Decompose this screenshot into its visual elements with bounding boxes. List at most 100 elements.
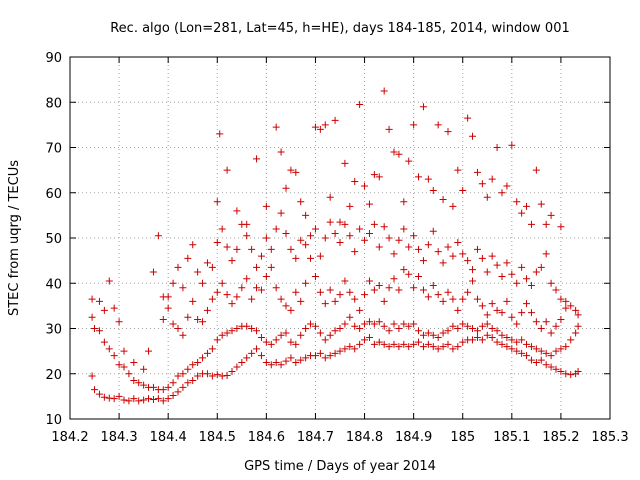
data-point [557,295,565,303]
data-point [527,282,535,290]
data-point [174,388,182,396]
data-point [380,322,388,330]
data-point [331,327,339,335]
data-point [326,286,334,294]
data-point [405,343,413,351]
data-point [518,263,526,271]
data-point [375,282,383,290]
data-point [478,336,486,344]
data-point [459,320,467,328]
data-point [356,340,364,348]
data-point [223,329,231,337]
x-tick-label: 184.3 [100,430,137,445]
data-point [115,392,123,400]
data-point [316,329,324,337]
data-point [513,347,521,355]
data-point [292,288,300,296]
data-point [149,396,157,404]
data-point [365,277,373,285]
data-point [365,334,373,342]
data-point [248,349,256,357]
data-point [370,220,378,228]
data-point [473,245,481,253]
data-point [508,270,516,278]
data-point [346,202,354,210]
x-tick-label: 185 [450,430,475,445]
data-point [395,343,403,351]
data-point [419,331,427,339]
data-point [415,327,423,335]
data-point [518,209,526,217]
data-point [454,239,462,247]
data-point [311,352,319,360]
data-point [316,349,324,357]
data-point [223,166,231,174]
data-point [508,345,516,353]
data-point [424,175,432,183]
data-point [547,279,555,287]
data-point [532,318,540,326]
data-point [174,325,182,332]
data-point [527,343,535,351]
data-point [238,358,246,366]
data-point [385,125,393,133]
data-point [326,218,334,226]
data-point [164,293,172,301]
data-point [365,318,373,326]
x-axis-label: GPS time / Days of year 2014 [244,459,436,474]
data-point [341,277,349,285]
data-point [302,325,310,332]
data-point [508,336,516,344]
data-point [439,329,447,337]
data-point [483,193,491,201]
data-point [218,279,226,287]
data-point [287,338,295,346]
data-point [105,277,113,285]
data-point [415,272,423,280]
data-point [562,297,570,305]
data-point [321,336,329,344]
data-point [341,220,349,228]
data-point [213,371,221,379]
data-point [415,338,423,346]
data-point [272,123,280,131]
data-point [277,209,285,217]
data-point [208,295,216,303]
data-point [478,254,486,262]
data-point [243,220,251,228]
data-point [253,345,261,353]
y-tick-label: 30 [45,323,62,338]
data-point [523,202,531,210]
data-point [248,325,256,332]
data-point [287,166,295,174]
data-point [552,347,560,355]
data-point [429,282,437,290]
data-point [189,297,197,305]
data-point [341,320,349,328]
data-point [297,331,305,339]
data-point [439,196,447,204]
data-point [311,123,319,131]
data-point [370,340,378,348]
data-point [243,232,251,240]
data-point [282,329,290,337]
data-point [91,386,99,394]
data-point [449,345,457,353]
data-point [331,349,339,357]
data-point [228,367,236,375]
data-point [336,239,344,247]
data-point [469,132,477,140]
data-point [149,383,157,391]
data-point [346,232,354,240]
data-point [449,252,457,260]
data-point [130,395,138,403]
data-point [454,166,462,174]
data-point [424,340,432,348]
data-point [385,327,393,335]
data-point [213,336,221,344]
data-point [267,340,275,348]
data-point [518,309,526,317]
data-point [454,325,462,332]
data-point [537,200,545,208]
data-point [194,268,202,276]
